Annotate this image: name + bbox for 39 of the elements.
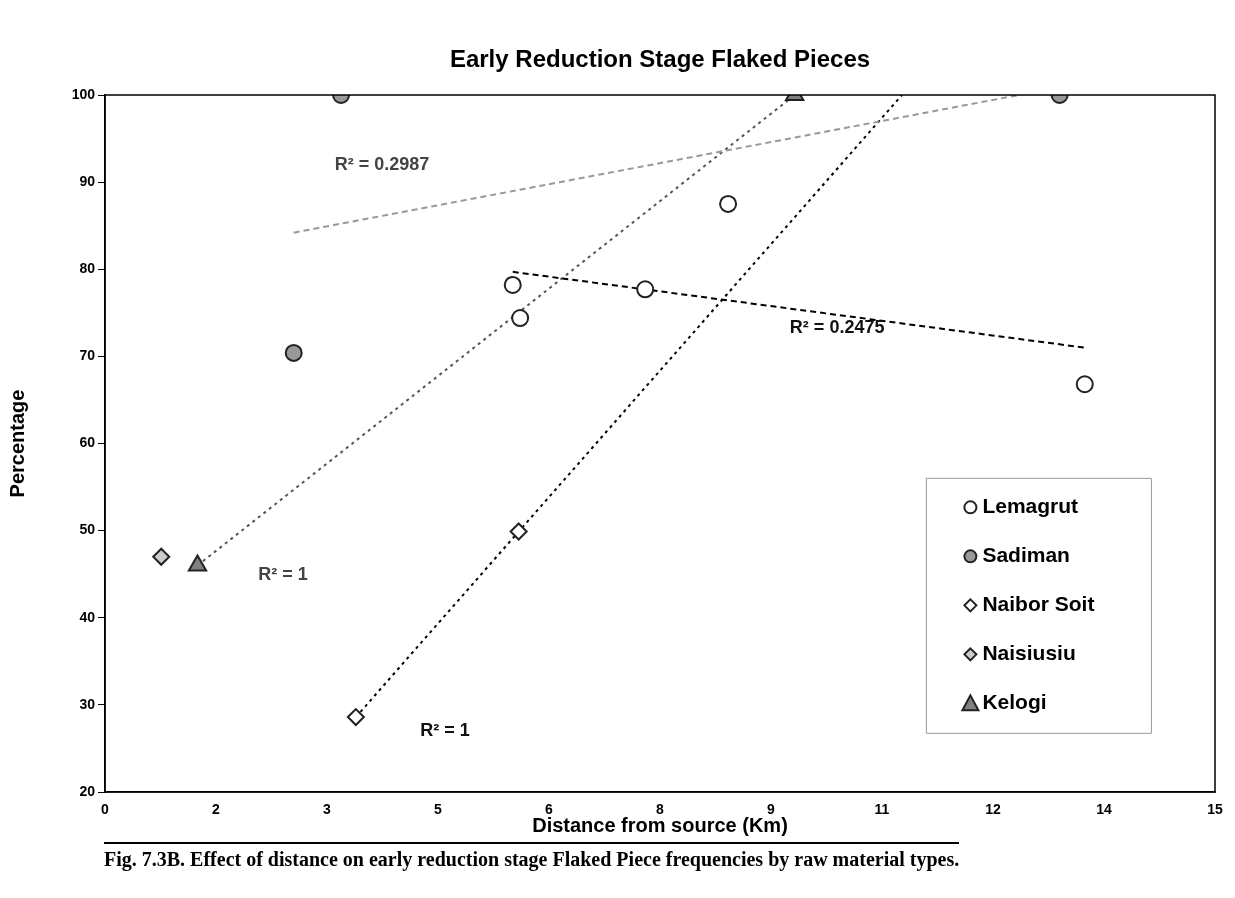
legend-label: Lemagrut xyxy=(982,494,1079,518)
y-tick-label: 40 xyxy=(79,608,96,625)
point xyxy=(346,708,365,727)
x-tick-label: 3 xyxy=(323,801,332,818)
x-tick-label: 0 xyxy=(101,801,110,818)
x-tick-label: 15 xyxy=(1207,801,1223,818)
point xyxy=(284,343,303,362)
annotation: R² = 0.2475 xyxy=(789,316,885,337)
annotation: R² = 1 xyxy=(420,719,470,740)
caption: Fig. 7.3B. Effect of distance on early reduction stage Flaked Piece frequencies by raw material types. xyxy=(104,842,960,871)
point xyxy=(152,547,171,566)
point xyxy=(509,522,528,541)
legend-label: Naisiusiu xyxy=(982,641,1076,665)
annotation: R² = 1 xyxy=(258,564,308,585)
chart-title: Early Reduction Stage Flaked Pieces xyxy=(449,44,871,72)
legend-label: Naibor Soit xyxy=(982,592,1095,616)
point xyxy=(511,309,530,328)
y-tick-label: 20 xyxy=(79,782,96,799)
y-axis-title: Percentage xyxy=(5,389,28,498)
x-tick-label: 12 xyxy=(985,801,1001,818)
x-tick-label: 2 xyxy=(212,801,221,818)
legend-label: Kelogi xyxy=(982,690,1047,714)
y-tick-label: 30 xyxy=(79,695,96,712)
point xyxy=(719,194,738,213)
point xyxy=(1075,375,1094,394)
y-tick-label: 100 xyxy=(71,85,96,102)
y-tick-label: 50 xyxy=(79,521,96,538)
legend-label: Sadiman xyxy=(982,543,1070,567)
y-tick-label: 90 xyxy=(79,172,96,189)
x-tick-label: 11 xyxy=(874,801,890,818)
point xyxy=(636,280,655,299)
x-tick-label: 14 xyxy=(1096,801,1112,818)
x-tick-label: 5 xyxy=(434,801,443,818)
y-tick-label: 60 xyxy=(79,434,96,451)
annotation: R² = 0.2987 xyxy=(334,153,430,174)
y-tick-label: 80 xyxy=(79,260,96,277)
point xyxy=(503,275,522,294)
y-tick-label: 70 xyxy=(79,347,96,364)
point xyxy=(187,554,208,572)
